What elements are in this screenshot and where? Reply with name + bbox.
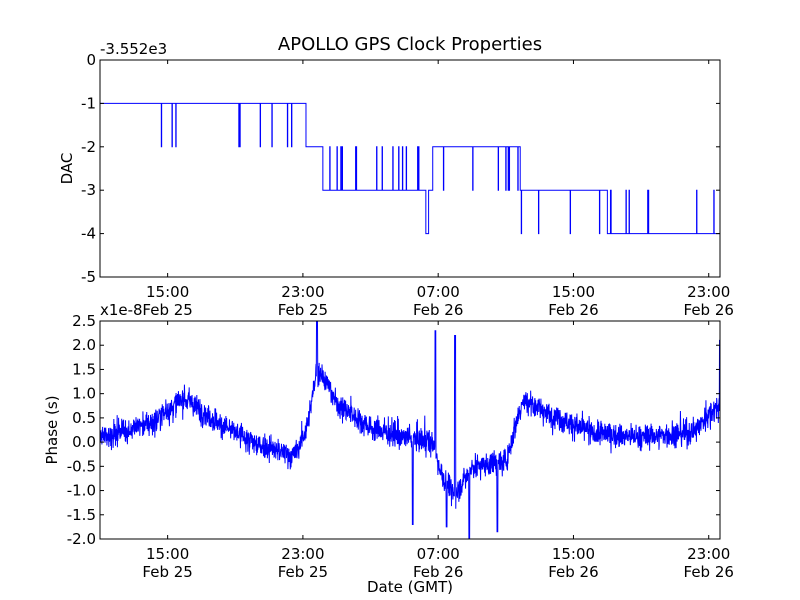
dac-axes-frame xyxy=(99,59,721,278)
x-tick-time: 23:00 xyxy=(281,545,324,563)
y-tick-label: -2.0 xyxy=(67,530,96,548)
dac-y-axis-label: DAC xyxy=(58,153,76,185)
y-tick: -2 xyxy=(81,138,720,156)
y-tick: -3 xyxy=(81,181,720,199)
x-tick-date: Feb 25 xyxy=(278,301,328,319)
phase-offset-text: x1e-8 xyxy=(100,301,143,319)
y-tick: 0 xyxy=(86,51,720,69)
x-tick-date: Feb 26 xyxy=(684,301,734,319)
phase-x-axis-label: Date (GMT) xyxy=(367,578,453,596)
phase-axes-frame xyxy=(99,320,721,540)
y-tick: -1.5 xyxy=(67,506,720,524)
y-tick-label: -2 xyxy=(81,138,96,156)
y-tick: 1.5 xyxy=(72,360,720,378)
x-tick-time: 23:00 xyxy=(687,283,730,301)
y-tick-label: -3 xyxy=(81,181,96,199)
y-tick-label: -4 xyxy=(81,225,96,243)
y-tick-label: 0.5 xyxy=(72,409,96,427)
x-tick-date: Feb 25 xyxy=(278,563,328,581)
y-tick-label: -1.5 xyxy=(67,506,96,524)
x-tick-date: Feb 26 xyxy=(548,563,598,581)
x-tick-date: Feb 26 xyxy=(548,301,598,319)
y-tick: 0.5 xyxy=(72,409,720,427)
x-tick-time: 23:00 xyxy=(281,283,324,301)
y-tick-label: 2.0 xyxy=(72,336,96,354)
dac-series xyxy=(100,102,721,277)
phase-series-line xyxy=(99,320,721,540)
x-tick-time: 07:00 xyxy=(417,283,460,301)
x-tick-time: 23:00 xyxy=(687,545,730,563)
dac-offset-text: -3.552e3 xyxy=(100,40,167,58)
x-tick-time: 15:00 xyxy=(146,545,189,563)
x-tick-date: Feb 25 xyxy=(142,301,192,319)
y-tick: 2.0 xyxy=(72,336,720,354)
y-tick: -0.5 xyxy=(67,457,720,475)
y-tick: -1 xyxy=(81,94,720,112)
x-tick-time: 07:00 xyxy=(417,545,460,563)
x-tick-time: 15:00 xyxy=(146,283,189,301)
y-tick-label: 1.5 xyxy=(72,360,96,378)
phase-series xyxy=(99,320,721,540)
x-tick-date: Feb 26 xyxy=(413,563,463,581)
y-tick: -2.0 xyxy=(67,530,720,548)
y-tick: 1.0 xyxy=(72,385,720,403)
y-tick-label: 0.0 xyxy=(72,433,96,451)
x-tick-date: Feb 26 xyxy=(413,301,463,319)
y-tick: -4 xyxy=(81,225,720,243)
y-tick-label: 1.0 xyxy=(72,385,96,403)
phase-y-axis-label: Phase (s) xyxy=(43,395,61,464)
chart-title: APOLLO GPS Clock Properties xyxy=(278,34,542,55)
y-tick-label: 2.5 xyxy=(72,312,96,330)
dac-series-line xyxy=(100,102,721,277)
y-tick: 0.0 xyxy=(72,433,720,451)
x-tick-date: Feb 25 xyxy=(142,563,192,581)
x-tick-date: Feb 26 xyxy=(684,563,734,581)
phase-y-ticks: 2.5 2.0 1.5 1.0 0.5 0.0 -0.5 -1.0 -1.5 -2.0 xyxy=(67,312,720,548)
y-tick-label: -5 xyxy=(81,268,96,286)
y-tick: -5 xyxy=(81,268,720,286)
phase-panel: 2.5 2.0 1.5 1.0 0.5 0.0 -0.5 -1.0 -1.5 -2.0 15:00… xyxy=(43,301,734,596)
y-tick-label: -1 xyxy=(81,94,96,112)
y-tick-label: -1.0 xyxy=(67,482,96,500)
dac-y-ticks: 0 -1 -2 -3 -4 -5 xyxy=(81,51,720,286)
y-tick: -1.0 xyxy=(67,482,720,500)
y-tick: 2.5 xyxy=(72,312,720,330)
y-tick-label: 0 xyxy=(86,51,96,69)
x-tick-time: 15:00 xyxy=(552,545,595,563)
x-tick-time: 15:00 xyxy=(552,283,595,301)
y-tick-label: -0.5 xyxy=(67,457,96,475)
